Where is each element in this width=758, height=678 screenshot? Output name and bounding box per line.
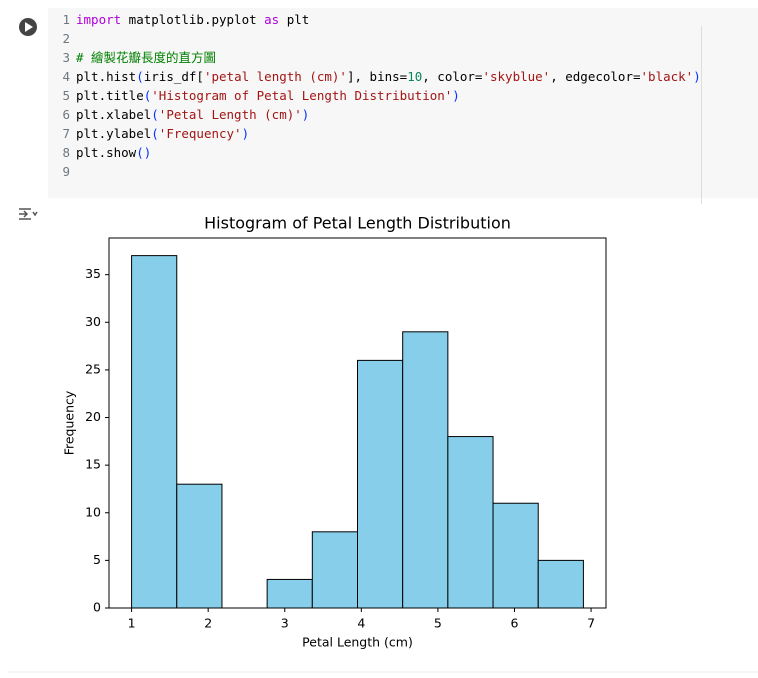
code-token: as xyxy=(264,12,280,27)
run-icon xyxy=(25,22,33,32)
plot-frame xyxy=(108,237,607,609)
line-number: 1 xyxy=(62,12,70,27)
code-line: 1 import matplotlib.pyplot as plt xyxy=(48,10,701,29)
code-token: plt.ylabel xyxy=(76,126,152,141)
output-toggle[interactable] xyxy=(19,208,38,220)
y-tick-label: 20 xyxy=(85,409,101,424)
code-token: ) xyxy=(241,126,250,141)
code-cell xyxy=(8,8,758,204)
code-line: 8 plt.show() xyxy=(48,143,701,162)
code-line: 5 plt.title('Histogram of Petal Length Di… xyxy=(48,86,701,105)
code-token: ) xyxy=(452,88,460,103)
histogram-bar xyxy=(402,331,449,609)
histogram-bar xyxy=(311,531,358,609)
y-tick-label: 5 xyxy=(93,552,101,567)
line-number: 3 xyxy=(62,50,70,65)
code-token: ) xyxy=(301,107,310,122)
code-token: plt.hist xyxy=(76,69,137,84)
histogram-bar xyxy=(176,483,223,609)
y-tick-label: 25 xyxy=(85,361,101,376)
x-tick-label: 2 xyxy=(204,616,212,631)
x-tick-label: 6 xyxy=(511,616,519,631)
code-token: 'Histogram of Petal Length Distribution' xyxy=(151,88,453,103)
code-line: 7 plt.ylabel('Frequency') xyxy=(48,124,701,143)
histogram-bar xyxy=(131,255,178,609)
y-tick-label: 10 xyxy=(85,504,101,519)
code-line: 4 plt.hist(iris_df['petal length (cm)'], … xyxy=(48,67,701,86)
code-token: plt.title xyxy=(76,88,144,103)
line-number: 8 xyxy=(62,145,70,160)
code-token: plt.show xyxy=(76,145,137,160)
code-token: ( xyxy=(151,107,159,122)
code-token: matplotlib.pyplot xyxy=(121,12,265,27)
code-token: 'Petal Length (cm)' xyxy=(158,107,302,122)
histogram-bar xyxy=(492,502,539,609)
code-token: # 繪製花瓣長度的直方圖 xyxy=(76,50,217,65)
line-number: 7 xyxy=(62,126,70,141)
code-line: 3 # 繪製花瓣長度的直方圖 xyxy=(48,48,701,67)
code-line: 9 xyxy=(48,162,701,181)
code-token: , color= xyxy=(422,69,483,84)
y-axis-label: Frequency xyxy=(62,390,77,455)
y-tick-label: 35 xyxy=(85,266,101,281)
code-token: iris_df[ xyxy=(143,69,204,84)
code-token: 'Frequency' xyxy=(158,126,242,141)
histogram-bar xyxy=(266,578,313,609)
x-tick-label: 1 xyxy=(128,616,136,631)
line-number: 5 xyxy=(62,88,70,103)
code-line: 6 plt.xlabel('Petal Length (cm)') xyxy=(48,105,701,124)
chart-title: Histogram of Petal Length Distribution xyxy=(204,214,511,233)
line-number: 4 xyxy=(62,69,70,84)
code-token: ) xyxy=(693,69,701,84)
histogram-bar xyxy=(447,436,494,609)
x-tick-label: 5 xyxy=(434,616,442,631)
code-token: () xyxy=(136,145,152,160)
code-token: , edgecolor= xyxy=(550,69,641,84)
x-tick-label: 7 xyxy=(587,616,595,631)
chart: Histogram of Petal Length Distribution 1 2… xyxy=(62,214,607,650)
code-token: 'petal length (cm)' xyxy=(203,69,347,84)
code-token: ( xyxy=(151,126,159,141)
line-number: 9 xyxy=(62,164,70,179)
code-token: 'skyblue' xyxy=(482,69,551,84)
x-axis-label: Petal Length (cm) xyxy=(302,635,413,650)
code-token: 'black' xyxy=(640,69,694,84)
code-token: ( xyxy=(136,69,144,84)
code-token: plt.xlabel xyxy=(76,107,152,122)
y-tick-label: 0 xyxy=(93,600,101,615)
line-number: 2 xyxy=(62,31,70,46)
histogram-bar xyxy=(537,559,584,609)
y-tick-label: 30 xyxy=(85,314,101,329)
gutter xyxy=(8,8,48,198)
code-line: 2 xyxy=(48,29,701,48)
histogram-bar xyxy=(357,359,404,609)
x-tick-label: 3 xyxy=(281,616,289,631)
code-token: ( xyxy=(143,88,152,103)
code-token: ], bins= xyxy=(346,69,408,84)
code-token: 10 xyxy=(407,69,423,84)
code-token: plt xyxy=(279,12,310,27)
code-token: import xyxy=(76,12,122,27)
code-editor[interactable]: 1 import matplotlib.pyplot as plt 2 3 # 繪製花… xyxy=(48,10,701,181)
line-number: 6 xyxy=(62,107,70,122)
x-tick-label: 4 xyxy=(357,616,365,631)
y-tick-label: 15 xyxy=(85,457,101,472)
ruler xyxy=(701,26,702,204)
